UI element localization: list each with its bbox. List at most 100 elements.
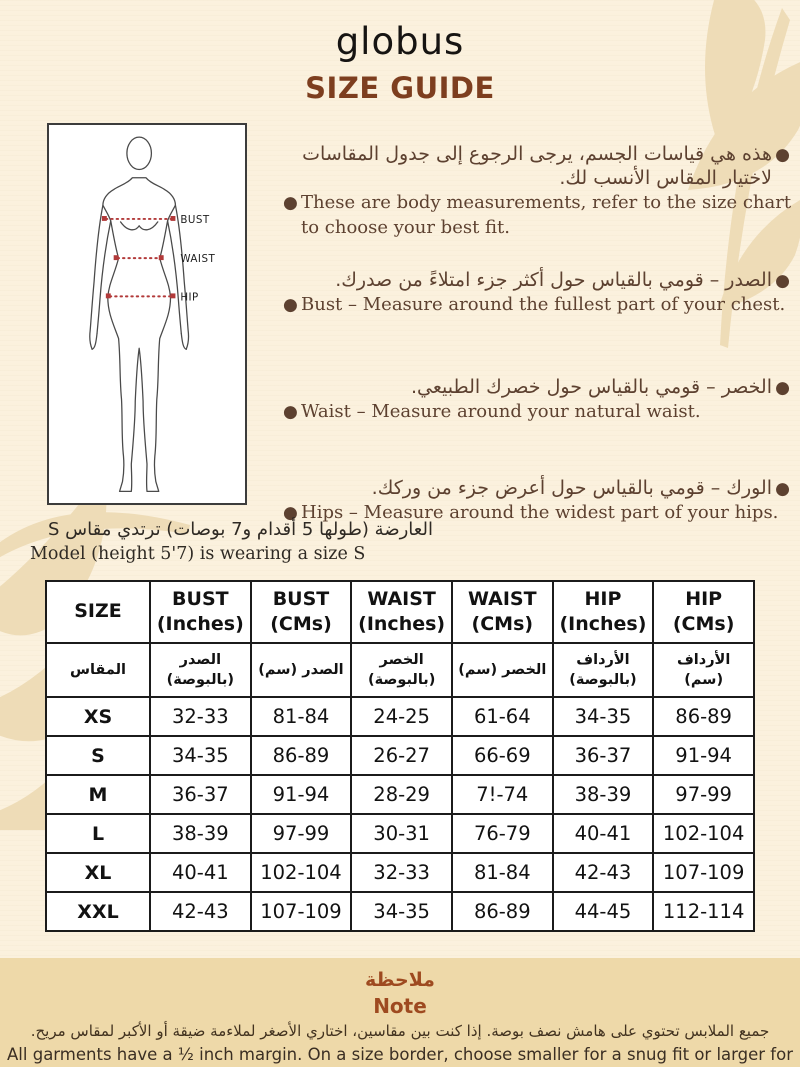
- cell: 38-39: [551, 774, 655, 815]
- bullet-icon: ●: [775, 145, 790, 165]
- cell: 34-35: [551, 696, 655, 737]
- brand-logo: globus: [335, 20, 465, 63]
- instruction-arabic: ● الصدر – قومي بالقياس حول أكثر جزء امتلا…: [335, 269, 790, 291]
- instruction-group: ● الخصر – قومي بالقياس حول خصرك الطبيعي. …: [281, 375, 792, 424]
- model-note-arabic: العارضة (طولها 5 أقدام و7 بوصات) ترتدي م…: [48, 519, 433, 540]
- cell: 97-99: [249, 813, 353, 854]
- cell: 107-109: [249, 891, 353, 932]
- header-waist-inches-ar: الخصر (بالبوصة): [350, 642, 453, 698]
- instruction-english: ● Hips – Measure around the widest part o…: [281, 500, 792, 525]
- cell: 91-94: [652, 735, 755, 776]
- size-value: XXL: [45, 891, 151, 932]
- instruction-arabic: ● الورك – قومي بالقياس حول أعرض جزء من ور…: [371, 477, 790, 499]
- header-waist-cms: WAIST (CMs): [450, 580, 554, 644]
- cell: 32-33: [149, 696, 252, 737]
- instruction-group: ● هذه هي قياسات الجسم، يرجى الرجوع إلى جد…: [281, 142, 792, 240]
- cell: 36-37: [149, 774, 252, 815]
- bullet-icon: ●: [283, 193, 298, 213]
- cell: 32-33: [350, 852, 453, 893]
- header-bust-inches-ar: الصدر (بالبوصة): [149, 642, 252, 698]
- cell: 86-89: [249, 735, 353, 776]
- note-title-arabic: ملاحظة: [365, 969, 435, 991]
- size-value: M: [45, 774, 151, 815]
- header-bust-inches: BUST (Inches): [149, 580, 252, 644]
- header-waist-inches: WAIST (Inches): [350, 580, 453, 644]
- cell: 34-35: [149, 735, 252, 776]
- instruction-group: ● الصدر – قومي بالقياس حول أكثر جزء امتلا…: [281, 268, 792, 317]
- cell: 40-41: [551, 813, 655, 854]
- instruction-arabic: ● هذه هي قياسات الجسم، يرجى الرجوع إلى جد…: [302, 143, 790, 189]
- table-row: XS 32-33 81-84 24-25 61-64 34-35 86-89: [45, 696, 755, 737]
- size-chart-table: SIZE BUST (Inches) BUST (CMs) WAIST (Inches…: [45, 580, 755, 932]
- size-value: XL: [45, 852, 151, 893]
- header-waist-cms-ar: الخصر (سم): [450, 642, 554, 698]
- header-hip-cms-ar: الأرداف (سم): [652, 642, 755, 698]
- cell: 24-25: [350, 696, 453, 737]
- cell: 102-104: [249, 852, 353, 893]
- cell: 7!-74: [450, 774, 554, 815]
- body-figure-illustration: BUST WAIST HIP: [89, 136, 215, 493]
- note-body-english: All garments have a ½ inch margin. On a …: [7, 1045, 793, 1064]
- model-note-english: Model (height 5'7) is wearing a size S: [30, 544, 366, 564]
- cell: 30-31: [350, 813, 453, 854]
- cell: 107-109: [652, 852, 755, 893]
- cell: 86-89: [652, 696, 755, 737]
- table-row: XXL 42-43 107-109 34-35 86-89 44-45 112-…: [45, 891, 755, 932]
- size-value: XS: [45, 696, 151, 737]
- table-row: M 36-37 91-94 28-29 7!-74 38-39 97-99: [45, 774, 755, 815]
- table-row: S 34-35 86-89 26-27 66-69 36-37 91-94: [45, 735, 755, 776]
- table-header-english: SIZE BUST (Inches) BUST (CMs) WAIST (Inches…: [45, 580, 755, 644]
- cell: 81-84: [249, 696, 353, 737]
- cell: 42-43: [551, 852, 655, 893]
- measure-line-markers: [101, 216, 176, 299]
- table-header-arabic: المقاس الصدر (بالبوصة) الصدر (سم) الخصر …: [45, 642, 755, 698]
- size-value: S: [45, 735, 151, 776]
- cell: 36-37: [551, 735, 655, 776]
- cell: 42-43: [149, 891, 252, 932]
- cell: 102-104: [652, 813, 755, 854]
- cell: 26-27: [350, 735, 453, 776]
- header-size-ar: المقاس: [45, 642, 151, 698]
- header-bust-cms: BUST (CMs): [249, 580, 353, 644]
- instruction-english: ● Bust – Measure around the fullest part …: [281, 292, 792, 317]
- instructions-list: ● هذه هي قياسات الجسم، يرجى الرجوع إلى جد…: [281, 142, 792, 553]
- bust-label: BUST: [180, 214, 210, 226]
- cell: 66-69: [450, 735, 554, 776]
- cell: 91-94: [249, 774, 353, 815]
- note-footer: ملاحظة Note جميع الملابس تحتوي على هامش …: [0, 958, 800, 1067]
- table-row: XL 40-41 102-104 32-33 81-84 42-43 107-1…: [45, 852, 755, 893]
- cell: 112-114: [652, 891, 755, 932]
- model-size-note: العارضة (طولها 5 أقدام و7 بوصات) ترتدي م…: [30, 517, 490, 566]
- bullet-icon: ●: [775, 378, 790, 398]
- hip-label: HIP: [180, 291, 198, 303]
- instruction-english: ● Waist – Measure around your natural wai…: [281, 399, 792, 424]
- cell: 40-41: [149, 852, 252, 893]
- header-hip-inches-ar: الأرداف (بالبوصة): [551, 642, 655, 698]
- bullet-icon: ●: [283, 503, 298, 523]
- header-size: SIZE: [45, 580, 151, 644]
- waist-label: WAIST: [180, 253, 215, 265]
- body-measurement-figure: BUST WAIST HIP: [47, 123, 247, 505]
- note-title-english: Note: [373, 994, 427, 1018]
- cell: 28-29: [350, 774, 453, 815]
- cell: 61-64: [450, 696, 554, 737]
- size-value: L: [45, 813, 151, 854]
- cell: 34-35: [350, 891, 453, 932]
- bullet-icon: ●: [775, 479, 790, 499]
- header-hip-inches: HIP (Inches): [551, 580, 655, 644]
- instruction-group: ● الورك – قومي بالقياس حول أعرض جزء من ور…: [281, 476, 792, 525]
- bullet-icon: ●: [283, 402, 298, 422]
- cell: 86-89: [450, 891, 554, 932]
- cell: 44-45: [551, 891, 655, 932]
- bullet-icon: ●: [283, 295, 298, 315]
- page-title: SIZE GUIDE: [305, 71, 495, 105]
- cell: 81-84: [450, 852, 554, 893]
- bullet-icon: ●: [775, 271, 790, 291]
- cell: 76-79: [450, 813, 554, 854]
- cell: 38-39: [149, 813, 252, 854]
- note-body-arabic: جميع الملابس تحتوي على هامش نصف بوصة. إذ…: [30, 1022, 770, 1040]
- instruction-english: ● These are body measurements, refer to t…: [283, 192, 792, 238]
- cell: 97-99: [652, 774, 755, 815]
- header-hip-cms: HIP (CMs): [652, 580, 755, 644]
